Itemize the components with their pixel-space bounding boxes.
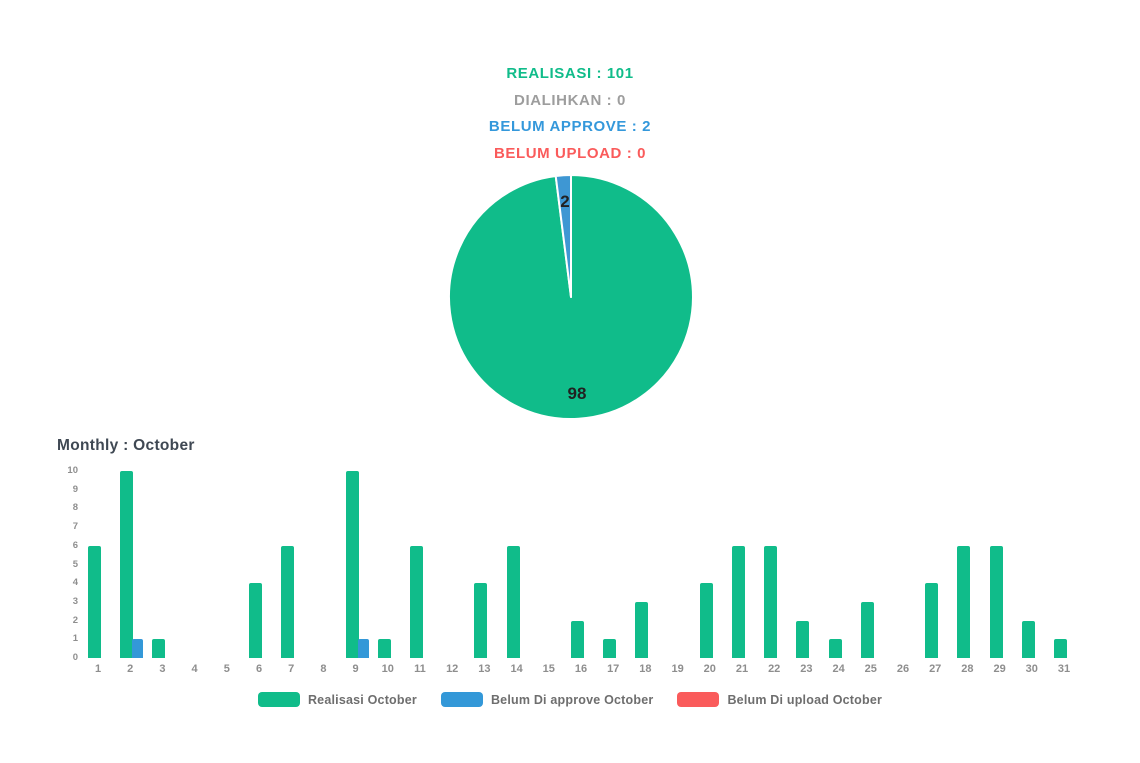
x-axis-tick-3: 3: [159, 663, 166, 675]
pie-slice-label-belum-di-approve: 2: [560, 192, 569, 211]
bar-realisasi-october-day-11[interactable]: [410, 545, 423, 658]
legend-item-belum-di-upload-october[interactable]: Belum Di upload October: [677, 692, 882, 707]
bar-realisasi-october-day-23[interactable]: [796, 620, 810, 658]
x-axis-tick-25: 25: [864, 663, 877, 675]
bar-realisasi-october-day-18[interactable]: [635, 601, 649, 658]
bar-realisasi-october-day-24[interactable]: [828, 639, 842, 658]
chart-legend: Realisasi October Belum Di approve Octobe…: [0, 692, 1140, 707]
bar-realisasi-october-day-27[interactable]: [925, 583, 939, 658]
x-axis-tick-20: 20: [703, 663, 716, 675]
y-axis-tick-8: 8: [72, 502, 78, 514]
y-axis-tick-10: 10: [67, 465, 78, 476]
x-axis-tick-6: 6: [255, 663, 263, 675]
pie-chart-container: 98 2: [440, 166, 702, 428]
x-axis-tick-24: 24: [832, 663, 845, 675]
legend-label-belum-di-approve-october: Belum Di approve October: [490, 692, 654, 707]
x-axis-tick-30: 30: [1025, 663, 1038, 675]
bar-realisasi-october-day-14[interactable]: [506, 545, 520, 658]
stats-block: REALISASI : 101 DIALIHKAN : 0 BELUM APPROV…: [0, 66, 1140, 172]
y-axis-tick-2: 2: [72, 614, 78, 626]
bar-realisasi-october-day-20[interactable]: [699, 583, 713, 658]
bar-realisasi-october-day-29[interactable]: [989, 545, 1003, 658]
pie-slice-belum-di-approve[interactable]: [554, 173, 572, 298]
y-axis-tick-1: 1: [72, 633, 78, 645]
x-axis-tick-16: 16: [574, 663, 588, 675]
bar-realisasi-october-day-3[interactable]: [152, 639, 166, 658]
y-axis-tick-6: 6: [72, 539, 78, 551]
y-axis-tick-4: 4: [72, 577, 78, 589]
legend-swatch-realisasi-october: [257, 692, 300, 707]
x-axis-tick-2: 2: [127, 663, 134, 675]
y-axis-tick-7: 7: [72, 521, 78, 533]
stat-dialihkan: DIALIHKAN : 0: [514, 91, 626, 109]
bar-chart-title: Monthly : October: [57, 437, 195, 454]
bar-realisasi-october-day-28[interactable]: [957, 545, 971, 658]
bar-realisasi-october-day-6[interactable]: [249, 583, 262, 658]
x-axis-tick-23: 23: [800, 663, 813, 675]
stat-belum-approve: BELUM APPROVE : 2: [488, 118, 652, 135]
bar-belum-di-approve-october-day-2[interactable]: [132, 639, 144, 658]
x-axis-tick-18: 18: [639, 663, 652, 675]
x-axis-tick-7: 7: [288, 663, 295, 675]
bar-realisasi-october-day-9[interactable]: [345, 471, 359, 658]
x-axis-tick-31: 31: [1057, 663, 1071, 675]
bar-realisasi-october-day-30[interactable]: [1021, 620, 1035, 658]
x-axis-tick-9: 9: [352, 663, 359, 675]
legend-label-belum-di-upload-october: Belum Di upload October: [727, 692, 883, 707]
y-axis-tick-9: 9: [72, 483, 78, 495]
stat-realisasi: REALISASI : 101: [506, 65, 634, 82]
bar-realisasi-october-day-22[interactable]: [764, 545, 778, 658]
y-axis-tick-5: 5: [72, 558, 78, 570]
bar-realisasi-october-day-10[interactable]: [377, 639, 391, 658]
x-axis-tick-12: 12: [446, 663, 459, 675]
bar-realisasi-october-day-13[interactable]: [474, 583, 488, 658]
x-axis-tick-29: 29: [993, 663, 1006, 675]
bar-realisasi-october-day-21[interactable]: [732, 545, 745, 658]
legend-swatch-belum-di-upload-october: [677, 692, 720, 707]
x-axis-tick-15: 15: [542, 663, 555, 675]
x-axis-tick-22: 22: [768, 663, 781, 675]
bar-realisasi-october-day-25[interactable]: [860, 601, 874, 658]
bar-belum-di-approve-october-day-9[interactable]: [357, 639, 369, 658]
legend-swatch-belum-di-approve-october: [440, 692, 483, 707]
x-axis-tick-14: 14: [510, 663, 523, 675]
stat-belum-upload: BELUM UPLOAD : 0: [493, 144, 647, 162]
x-axis-tick-13: 13: [478, 663, 491, 675]
legend-item-realisasi-october[interactable]: Realisasi October: [257, 692, 417, 707]
x-axis-tick-28: 28: [961, 663, 974, 675]
x-axis-tick-27: 27: [929, 663, 942, 675]
x-axis-tick-11: 11: [414, 663, 426, 675]
x-axis-tick-5: 5: [223, 663, 230, 675]
x-axis-tick-8: 8: [320, 663, 327, 675]
legend-item-belum-di-approve-october[interactable]: Belum Di approve October: [440, 692, 654, 707]
legend-label-realisasi-october: Realisasi October: [307, 692, 417, 707]
bar-realisasi-october-day-16[interactable]: [571, 620, 584, 658]
x-axis-tick-4: 4: [191, 663, 198, 675]
y-axis-tick-3: 3: [72, 595, 78, 607]
y-axis-tick-0: 0: [72, 652, 78, 663]
bar-realisasi-october-day-7[interactable]: [281, 545, 295, 658]
bar-realisasi-october-day-2[interactable]: [120, 471, 134, 658]
pie-slice-label-realisasi: 98: [568, 384, 587, 403]
bar-realisasi-october-day-31[interactable]: [1054, 639, 1067, 658]
x-axis-tick-17: 17: [607, 663, 620, 675]
x-axis-tick-10: 10: [381, 663, 394, 675]
x-axis-tick-19: 19: [671, 663, 684, 675]
x-axis-tick-26: 26: [896, 663, 910, 675]
bar-realisasi-october-day-17[interactable]: [603, 639, 617, 658]
bar-realisasi-october-day-1[interactable]: [88, 545, 101, 658]
pie-chart: 98 2: [448, 173, 694, 420]
x-axis-tick-21: 21: [735, 663, 749, 675]
x-axis-tick-1: 1: [94, 663, 102, 675]
